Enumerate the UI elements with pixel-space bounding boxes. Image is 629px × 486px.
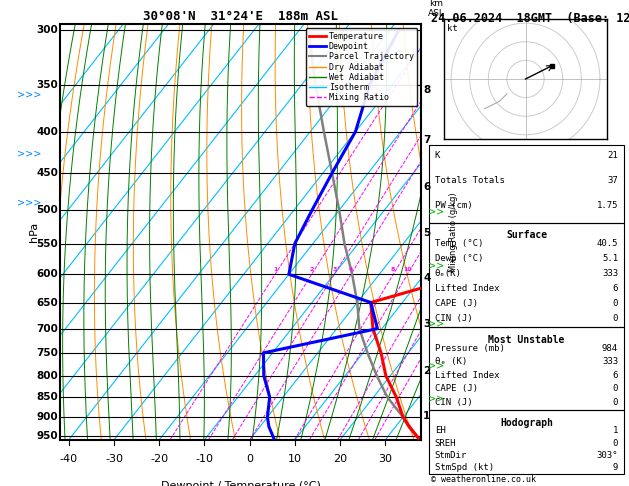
Text: 37: 37 [608,176,618,185]
Text: Surface: Surface [506,230,547,240]
Text: Hodograph: Hodograph [500,417,553,428]
Text: hPa: hPa [30,222,40,242]
Text: Totals Totals: Totals Totals [435,176,504,185]
Text: 3: 3 [332,267,337,272]
Text: >>: >> [428,318,444,329]
Text: 750: 750 [36,348,58,358]
Text: 850: 850 [36,392,58,402]
Text: 0: 0 [613,439,618,448]
Text: 0: 0 [613,298,618,308]
Text: -30: -30 [105,454,123,465]
Text: SREH: SREH [435,439,456,448]
Text: K: K [435,151,440,160]
Bar [429,223,624,328]
Text: 400: 400 [36,126,58,137]
Text: θₑ(K): θₑ(K) [435,269,462,278]
Text: © weatheronline.co.uk: © weatheronline.co.uk [431,474,536,484]
Text: CIN (J): CIN (J) [435,398,472,407]
Text: 303°: 303° [597,451,618,460]
Text: 2: 2 [309,267,314,272]
Text: 8: 8 [423,86,430,95]
Text: CAPE (J): CAPE (J) [435,384,478,393]
Text: 3: 3 [423,318,430,329]
Text: >>: >> [428,260,444,270]
Bar [429,410,624,474]
Text: 450: 450 [36,168,58,178]
Text: 8: 8 [391,267,396,272]
Text: 300: 300 [36,25,58,35]
Text: 0: 0 [613,384,618,393]
Text: θₑ (K): θₑ (K) [435,357,467,366]
Text: 600: 600 [36,269,58,279]
Text: 1: 1 [423,411,430,421]
Text: 1: 1 [273,267,277,272]
Text: 5.1: 5.1 [602,254,618,263]
Text: kt: kt [447,24,458,33]
Text: >>: >> [428,206,444,216]
Text: -40: -40 [60,454,78,465]
Text: 4: 4 [349,267,353,272]
Text: Lifted Index: Lifted Index [435,371,499,380]
Text: Dewpoint / Temperature (°C): Dewpoint / Temperature (°C) [160,481,321,486]
Text: 333: 333 [602,269,618,278]
Text: 0: 0 [613,398,618,407]
Text: 1: 1 [613,426,618,435]
Text: CAPE (J): CAPE (J) [435,298,478,308]
Text: StmDir: StmDir [435,451,467,460]
Bar [429,328,624,410]
Text: 20: 20 [333,454,347,465]
Text: EH: EH [435,426,445,435]
Text: PW (cm): PW (cm) [435,201,472,209]
Text: 1.75: 1.75 [597,201,618,209]
Text: 900: 900 [36,412,58,422]
Text: >>>: >>> [16,90,41,100]
Text: >>>: >>> [16,148,41,158]
Text: 6: 6 [423,182,430,192]
Text: 500: 500 [36,205,58,215]
Text: 9: 9 [613,463,618,472]
Text: 950: 950 [36,431,58,441]
Text: 333: 333 [602,357,618,366]
Text: 2: 2 [423,366,430,376]
Text: Most Unstable: Most Unstable [488,335,565,345]
Text: 350: 350 [36,80,58,89]
Text: 40.5: 40.5 [597,239,618,248]
Text: -20: -20 [150,454,169,465]
Bar [429,145,624,223]
Text: >>>: >>> [16,198,41,208]
Text: 0: 0 [613,313,618,323]
Text: Temp (°C): Temp (°C) [435,239,483,248]
Text: 10: 10 [288,454,302,465]
Text: 650: 650 [36,297,58,308]
Title: 30°08'N  31°24'E  188m ASL: 30°08'N 31°24'E 188m ASL [143,10,338,23]
Text: Lifted Index: Lifted Index [435,284,499,293]
Text: >>: >> [428,393,444,403]
Text: 7: 7 [423,135,431,145]
Text: 800: 800 [36,371,58,381]
Text: 550: 550 [36,239,58,249]
Text: 5: 5 [423,227,430,238]
Text: 30: 30 [378,454,392,465]
Text: Dewp (°C): Dewp (°C) [435,254,483,263]
Text: 984: 984 [602,344,618,353]
Text: Mixing Ratio (g/kg): Mixing Ratio (g/kg) [450,192,459,272]
Text: >>: >> [428,360,444,370]
Text: Pressure (mb): Pressure (mb) [435,344,504,353]
Text: StmSpd (kt): StmSpd (kt) [435,463,494,472]
Text: 6: 6 [613,371,618,380]
Text: -10: -10 [196,454,213,465]
Text: 10: 10 [403,267,412,272]
Text: 700: 700 [36,324,58,333]
Text: 0: 0 [246,454,253,465]
Text: 24.06.2024  18GMT  (Base: 12): 24.06.2024 18GMT (Base: 12) [431,12,629,25]
Text: CIN (J): CIN (J) [435,313,472,323]
Text: 4: 4 [423,274,431,283]
Legend: Temperature, Dewpoint, Parcel Trajectory, Dry Adiabat, Wet Adiabat, Isotherm, Mi: Temperature, Dewpoint, Parcel Trajectory… [306,29,417,105]
Text: km
ASL: km ASL [428,0,444,18]
Text: 21: 21 [608,151,618,160]
Text: 6: 6 [613,284,618,293]
